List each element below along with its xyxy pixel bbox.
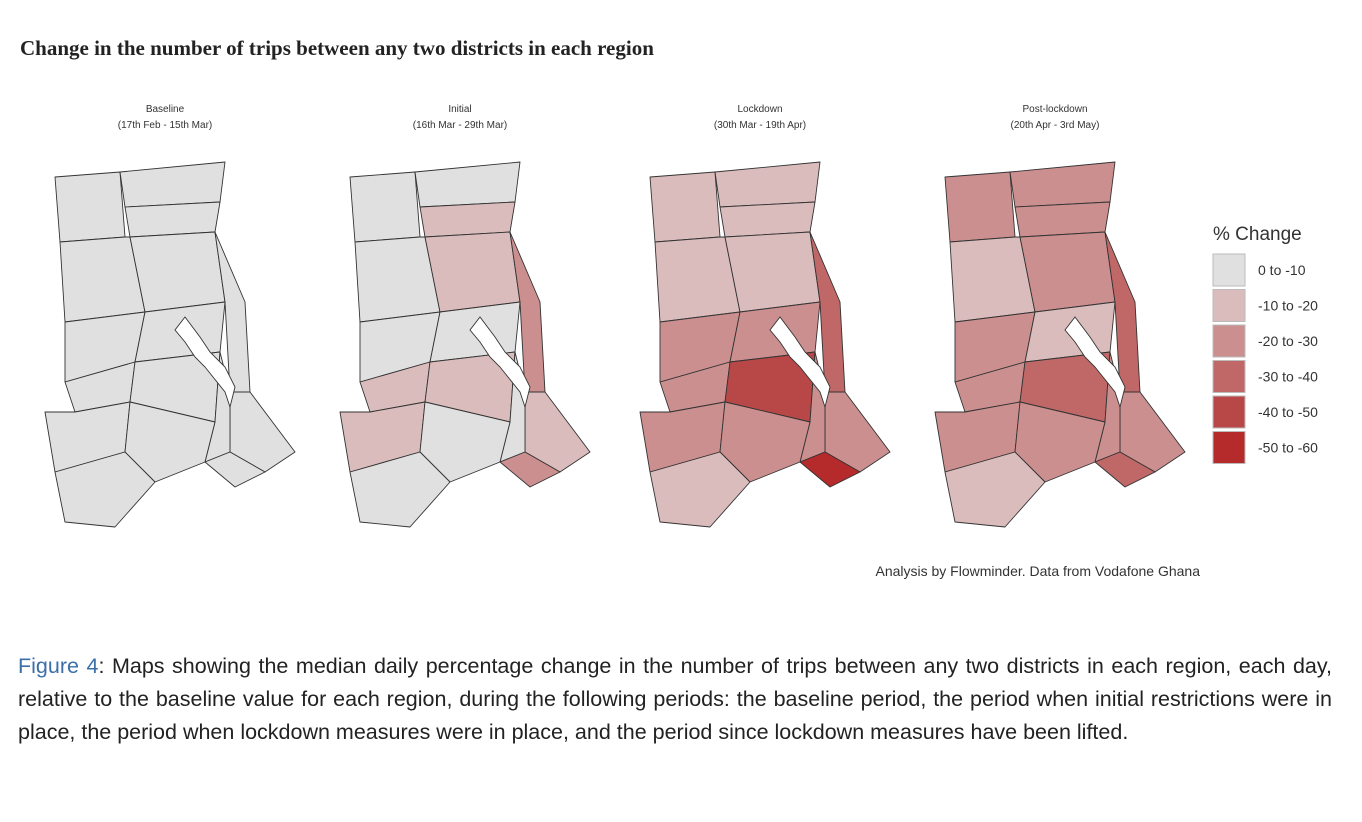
lake [174, 316, 236, 409]
caption-label: Figure 4 [18, 654, 99, 678]
map-title: Post-lockdown [1022, 104, 1087, 115]
region [799, 451, 861, 488]
map [44, 161, 296, 528]
region [1019, 231, 1116, 313]
map-subtitle: (16th Mar - 29th Mar) [413, 120, 507, 131]
map [339, 161, 591, 528]
legend-swatch [1212, 289, 1246, 322]
region [424, 231, 521, 313]
region [349, 451, 451, 528]
map-subtitle: (17th Feb - 15th Mar) [118, 120, 212, 131]
region [414, 161, 521, 208]
map [934, 161, 1186, 528]
region [54, 451, 156, 528]
figure-title: Change in the number of trips between an… [20, 36, 654, 60]
legend-label: -30 to -40 [1258, 369, 1318, 385]
region [944, 171, 1016, 243]
legend-label: -20 to -30 [1258, 333, 1318, 349]
legend-swatch [1212, 395, 1246, 429]
legend-label: 0 to -10 [1258, 262, 1306, 278]
region [204, 451, 266, 488]
region [719, 401, 811, 483]
lake [769, 316, 831, 409]
region [124, 201, 221, 238]
legend-label: -40 to -50 [1258, 404, 1318, 420]
legend-swatch [1212, 431, 1246, 464]
region [54, 171, 126, 243]
map-subtitle: (20th Apr - 3rd May) [1011, 120, 1100, 131]
maps: Baseline (17th Feb - 15th Mar) Initial (16t… [44, 104, 1318, 579]
region [419, 401, 511, 483]
lake [469, 316, 531, 409]
region [714, 161, 821, 208]
region [1014, 401, 1106, 483]
legend-label: -10 to -20 [1258, 298, 1318, 314]
map [639, 161, 891, 528]
map-title: Lockdown [737, 104, 782, 115]
region [119, 161, 226, 208]
region [724, 231, 821, 313]
caption: Figure 4: Maps showing the median daily … [18, 650, 1332, 749]
lake [1064, 316, 1126, 409]
legend-label: -50 to -60 [1258, 440, 1318, 456]
region [1094, 451, 1156, 488]
legend-title: % Change [1213, 224, 1302, 245]
region [124, 401, 216, 483]
region [944, 451, 1046, 528]
legend: 0 to -10 -10 to -20 -20 to -30 -30 to -40 -4… [1212, 253, 1318, 464]
region [499, 451, 561, 488]
region [419, 201, 516, 238]
region [719, 201, 816, 238]
caption-text: : Maps showing the median daily percenta… [18, 654, 1332, 744]
legend-swatch [1212, 360, 1246, 393]
legend-swatch [1212, 324, 1246, 358]
region [129, 231, 226, 313]
region [1009, 161, 1116, 208]
map-title: Baseline [146, 104, 185, 115]
credit: Analysis by Flowminder. Data from Vodafo… [875, 563, 1200, 579]
legend-swatch [1212, 253, 1246, 287]
region [649, 171, 721, 243]
map-title: Initial [448, 104, 471, 115]
map-subtitle: (30th Mar - 19th Apr) [714, 120, 806, 131]
region [349, 171, 421, 243]
region [1014, 201, 1111, 238]
region [649, 451, 751, 528]
